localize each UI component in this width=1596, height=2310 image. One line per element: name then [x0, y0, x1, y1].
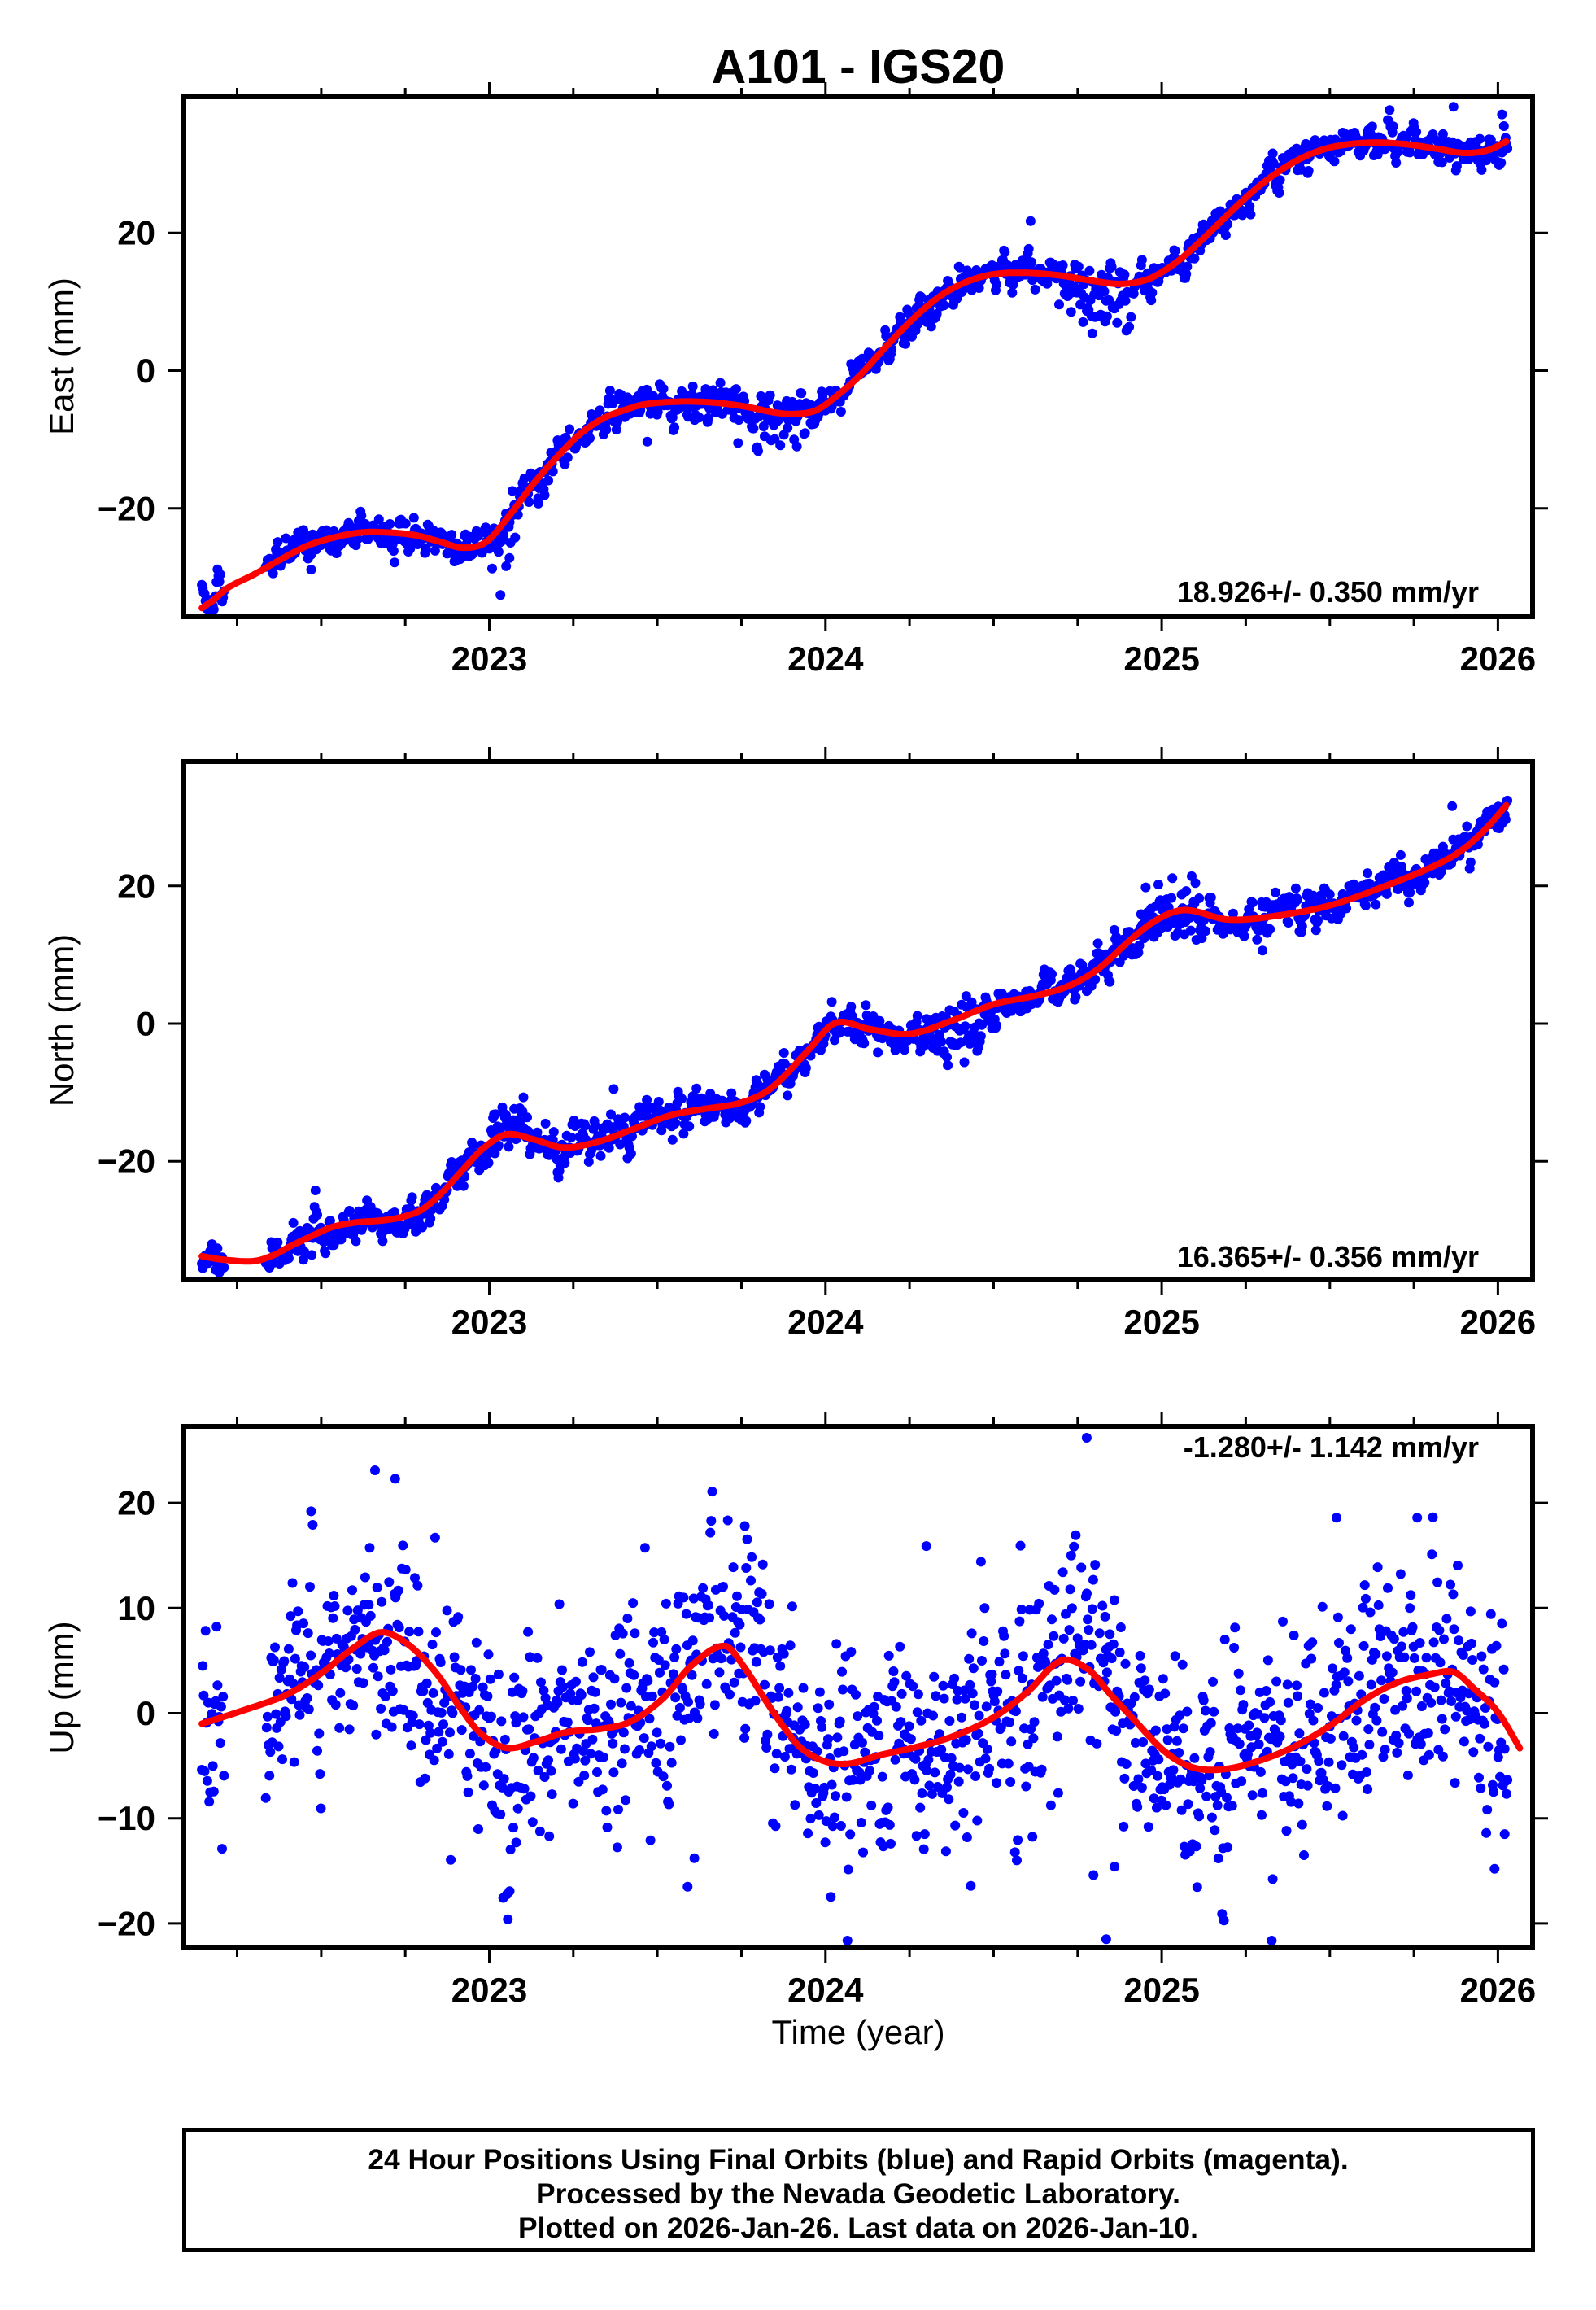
svg-text:2026: 2026: [1460, 640, 1536, 678]
svg-text:-1.280+/- 1.142 mm/yr: -1.280+/- 1.142 mm/yr: [1184, 1430, 1479, 1464]
svg-text:0: 0: [137, 352, 155, 390]
svg-text:24 Hour Positions Using Final: 24 Hour Positions Using Final Orbits (bl…: [368, 2143, 1348, 2176]
svg-text:Processed by the Nevada Geodet: Processed by the Nevada Geodetic Laborat…: [536, 2177, 1180, 2210]
svg-text:North (mm): North (mm): [42, 934, 81, 1107]
svg-text:0: 0: [137, 1005, 155, 1043]
svg-text:2023: 2023: [451, 1971, 527, 2009]
svg-text:A101 - IGS20: A101 - IGS20: [712, 40, 1005, 94]
svg-text:2025: 2025: [1123, 640, 1199, 678]
svg-text:16.365+/- 0.356 mm/yr: 16.365+/- 0.356 mm/yr: [1177, 1240, 1479, 1273]
svg-text:−20: −20: [98, 1904, 155, 1942]
svg-text:2023: 2023: [451, 640, 527, 678]
svg-text:2024: 2024: [787, 1303, 864, 1341]
svg-text:18.926+/- 0.350 mm/yr: 18.926+/- 0.350 mm/yr: [1177, 575, 1479, 609]
svg-text:20: 20: [117, 867, 155, 905]
svg-text:20: 20: [117, 1484, 155, 1522]
svg-text:10: 10: [117, 1589, 155, 1627]
svg-text:2024: 2024: [787, 640, 864, 678]
svg-text:2025: 2025: [1123, 1303, 1199, 1341]
svg-text:2024: 2024: [787, 1971, 864, 2009]
svg-text:−10: −10: [98, 1799, 155, 1837]
svg-text:Up (mm): Up (mm): [42, 1621, 81, 1753]
svg-text:2023: 2023: [451, 1303, 527, 1341]
svg-text:20: 20: [117, 214, 155, 252]
svg-text:Time (year): Time (year): [771, 2013, 944, 2051]
svg-text:East (mm): East (mm): [42, 277, 81, 435]
svg-text:Plotted on 2026-Jan-26. Last d: Plotted on 2026-Jan-26. Last data on 202…: [518, 2212, 1198, 2244]
svg-text:2026: 2026: [1460, 1971, 1536, 2009]
svg-text:−20: −20: [98, 489, 155, 527]
svg-text:2026: 2026: [1460, 1303, 1536, 1341]
svg-text:2025: 2025: [1123, 1971, 1199, 2009]
svg-text:−20: −20: [98, 1142, 155, 1181]
svg-text:0: 0: [137, 1694, 155, 1732]
